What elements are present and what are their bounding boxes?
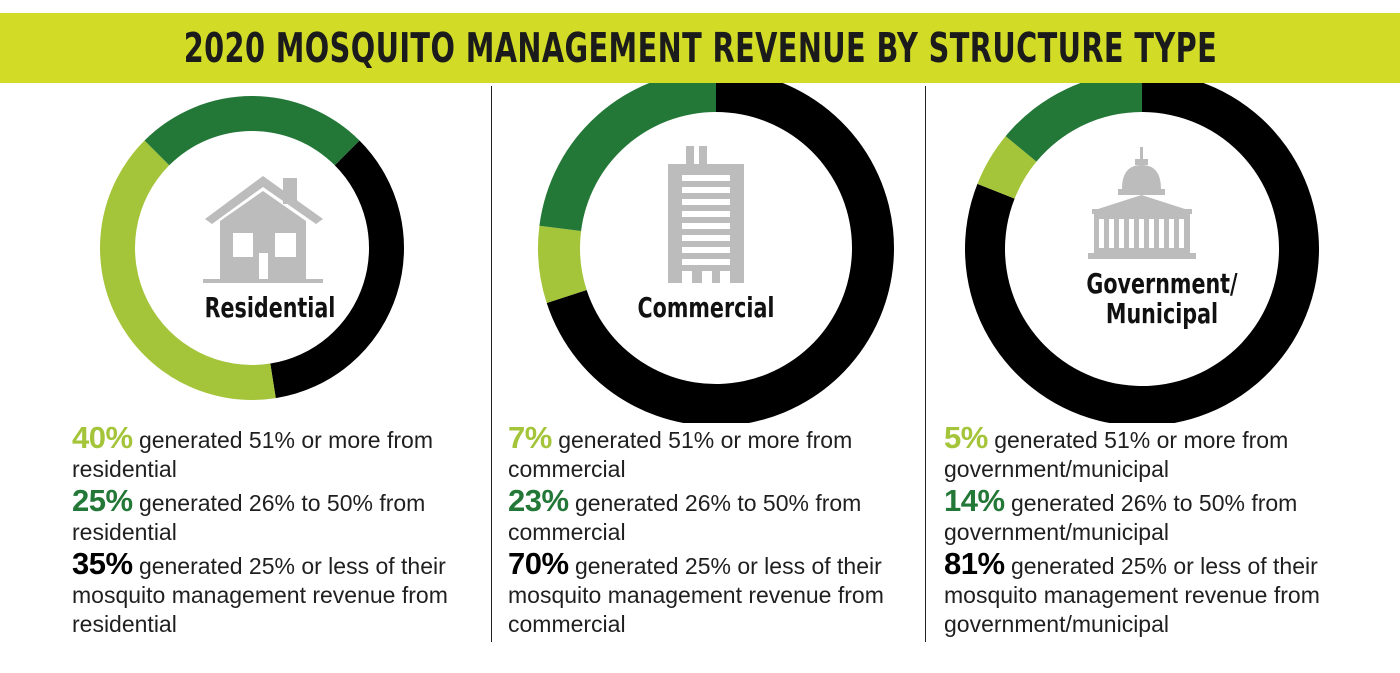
- stat-item: 14% generated 26% to 50% from government…: [944, 483, 1374, 547]
- donut-label-residential: Residential: [204, 291, 336, 324]
- residential-panel: Residential 40% generated 51% or more fr…: [70, 83, 510, 673]
- slice-26-to-50: [539, 83, 716, 231]
- stat-percent: 23%: [508, 483, 569, 518]
- stat-percent: 81%: [944, 546, 1005, 581]
- slice-51-or-more: [977, 136, 1037, 199]
- house-icon: [203, 176, 323, 283]
- title-banner: 2020 MOSQUITO MANAGEMENT REVENUE BY STRU…: [0, 13, 1400, 83]
- capitol-building-icon: [1088, 147, 1196, 259]
- stat-item: 40% generated 51% or more from residenti…: [72, 420, 502, 484]
- stat-percent: 5%: [944, 420, 988, 455]
- office-building-icon: [668, 146, 744, 283]
- stat-percent: 70%: [508, 546, 569, 581]
- stat-item: 7% generated 51% or more from commercial: [508, 420, 938, 484]
- stat-item: 23% generated 26% to 50% from commercial: [508, 483, 938, 547]
- stat-text: generated 26% to 50% from commercial: [508, 490, 862, 545]
- donut-label-government-municipal: Government/ Municipal: [1086, 267, 1238, 330]
- stat-item: 5% generated 51% or more from government…: [944, 420, 1374, 484]
- stat-text: generated 25% or less of their mosquito …: [72, 553, 448, 637]
- stats-list: 40% generated 51% or more from residenti…: [72, 420, 502, 641]
- slice-26-to-50: [144, 96, 360, 166]
- stat-item: 25% generated 26% to 50% from residentia…: [72, 483, 502, 547]
- stat-percent: 14%: [944, 483, 1005, 518]
- slice-51-or-more: [538, 225, 587, 304]
- stat-item: 81% generated 25% or less of their mosqu…: [944, 546, 1374, 639]
- stat-item: 35% generated 25% or less of their mosqu…: [72, 546, 502, 639]
- stat-text: generated 26% to 50% from residential: [72, 490, 426, 545]
- stats-list: 5% generated 51% or more from government…: [944, 420, 1374, 641]
- government-municipal-panel: Government/ Municipal 5% generated 51% o…: [942, 83, 1382, 673]
- stat-percent: 40%: [72, 420, 133, 455]
- column-divider-1: [491, 86, 492, 642]
- slice-26-to-50: [1005, 83, 1142, 162]
- commercial-donut-chart: [538, 83, 894, 423]
- donut-label-commercial: Commercial: [637, 291, 775, 324]
- stat-text: generated 51% or more from residential: [72, 427, 433, 482]
- stat-percent: 25%: [72, 483, 133, 518]
- column-divider-2: [925, 86, 926, 642]
- government-municipal-donut-chart: [965, 83, 1319, 423]
- residential-donut-chart: [99, 96, 404, 400]
- stat-text: generated 51% or more from commercial: [508, 427, 853, 482]
- chart-title: 2020 MOSQUITO MANAGEMENT REVENUE BY STRU…: [183, 24, 1217, 72]
- stat-text: generated 25% or less of their mosquito …: [508, 553, 884, 637]
- slice-51-or-more: [99, 140, 276, 400]
- stat-item: 70% generated 25% or less of their mosqu…: [508, 546, 938, 639]
- commercial-panel: Commercial 7% generated 51% or more from…: [506, 83, 946, 673]
- stats-list: 7% generated 51% or more from commercial…: [508, 420, 938, 641]
- stat-text: generated 26% to 50% from government/mun…: [944, 490, 1298, 545]
- stat-percent: 7%: [508, 420, 552, 455]
- stat-text: generated 51% or more from government/mu…: [944, 427, 1289, 482]
- stat-text: generated 25% or less of their mosquito …: [944, 553, 1320, 637]
- slice-25-or-less: [270, 140, 404, 399]
- stat-percent: 35%: [72, 546, 133, 581]
